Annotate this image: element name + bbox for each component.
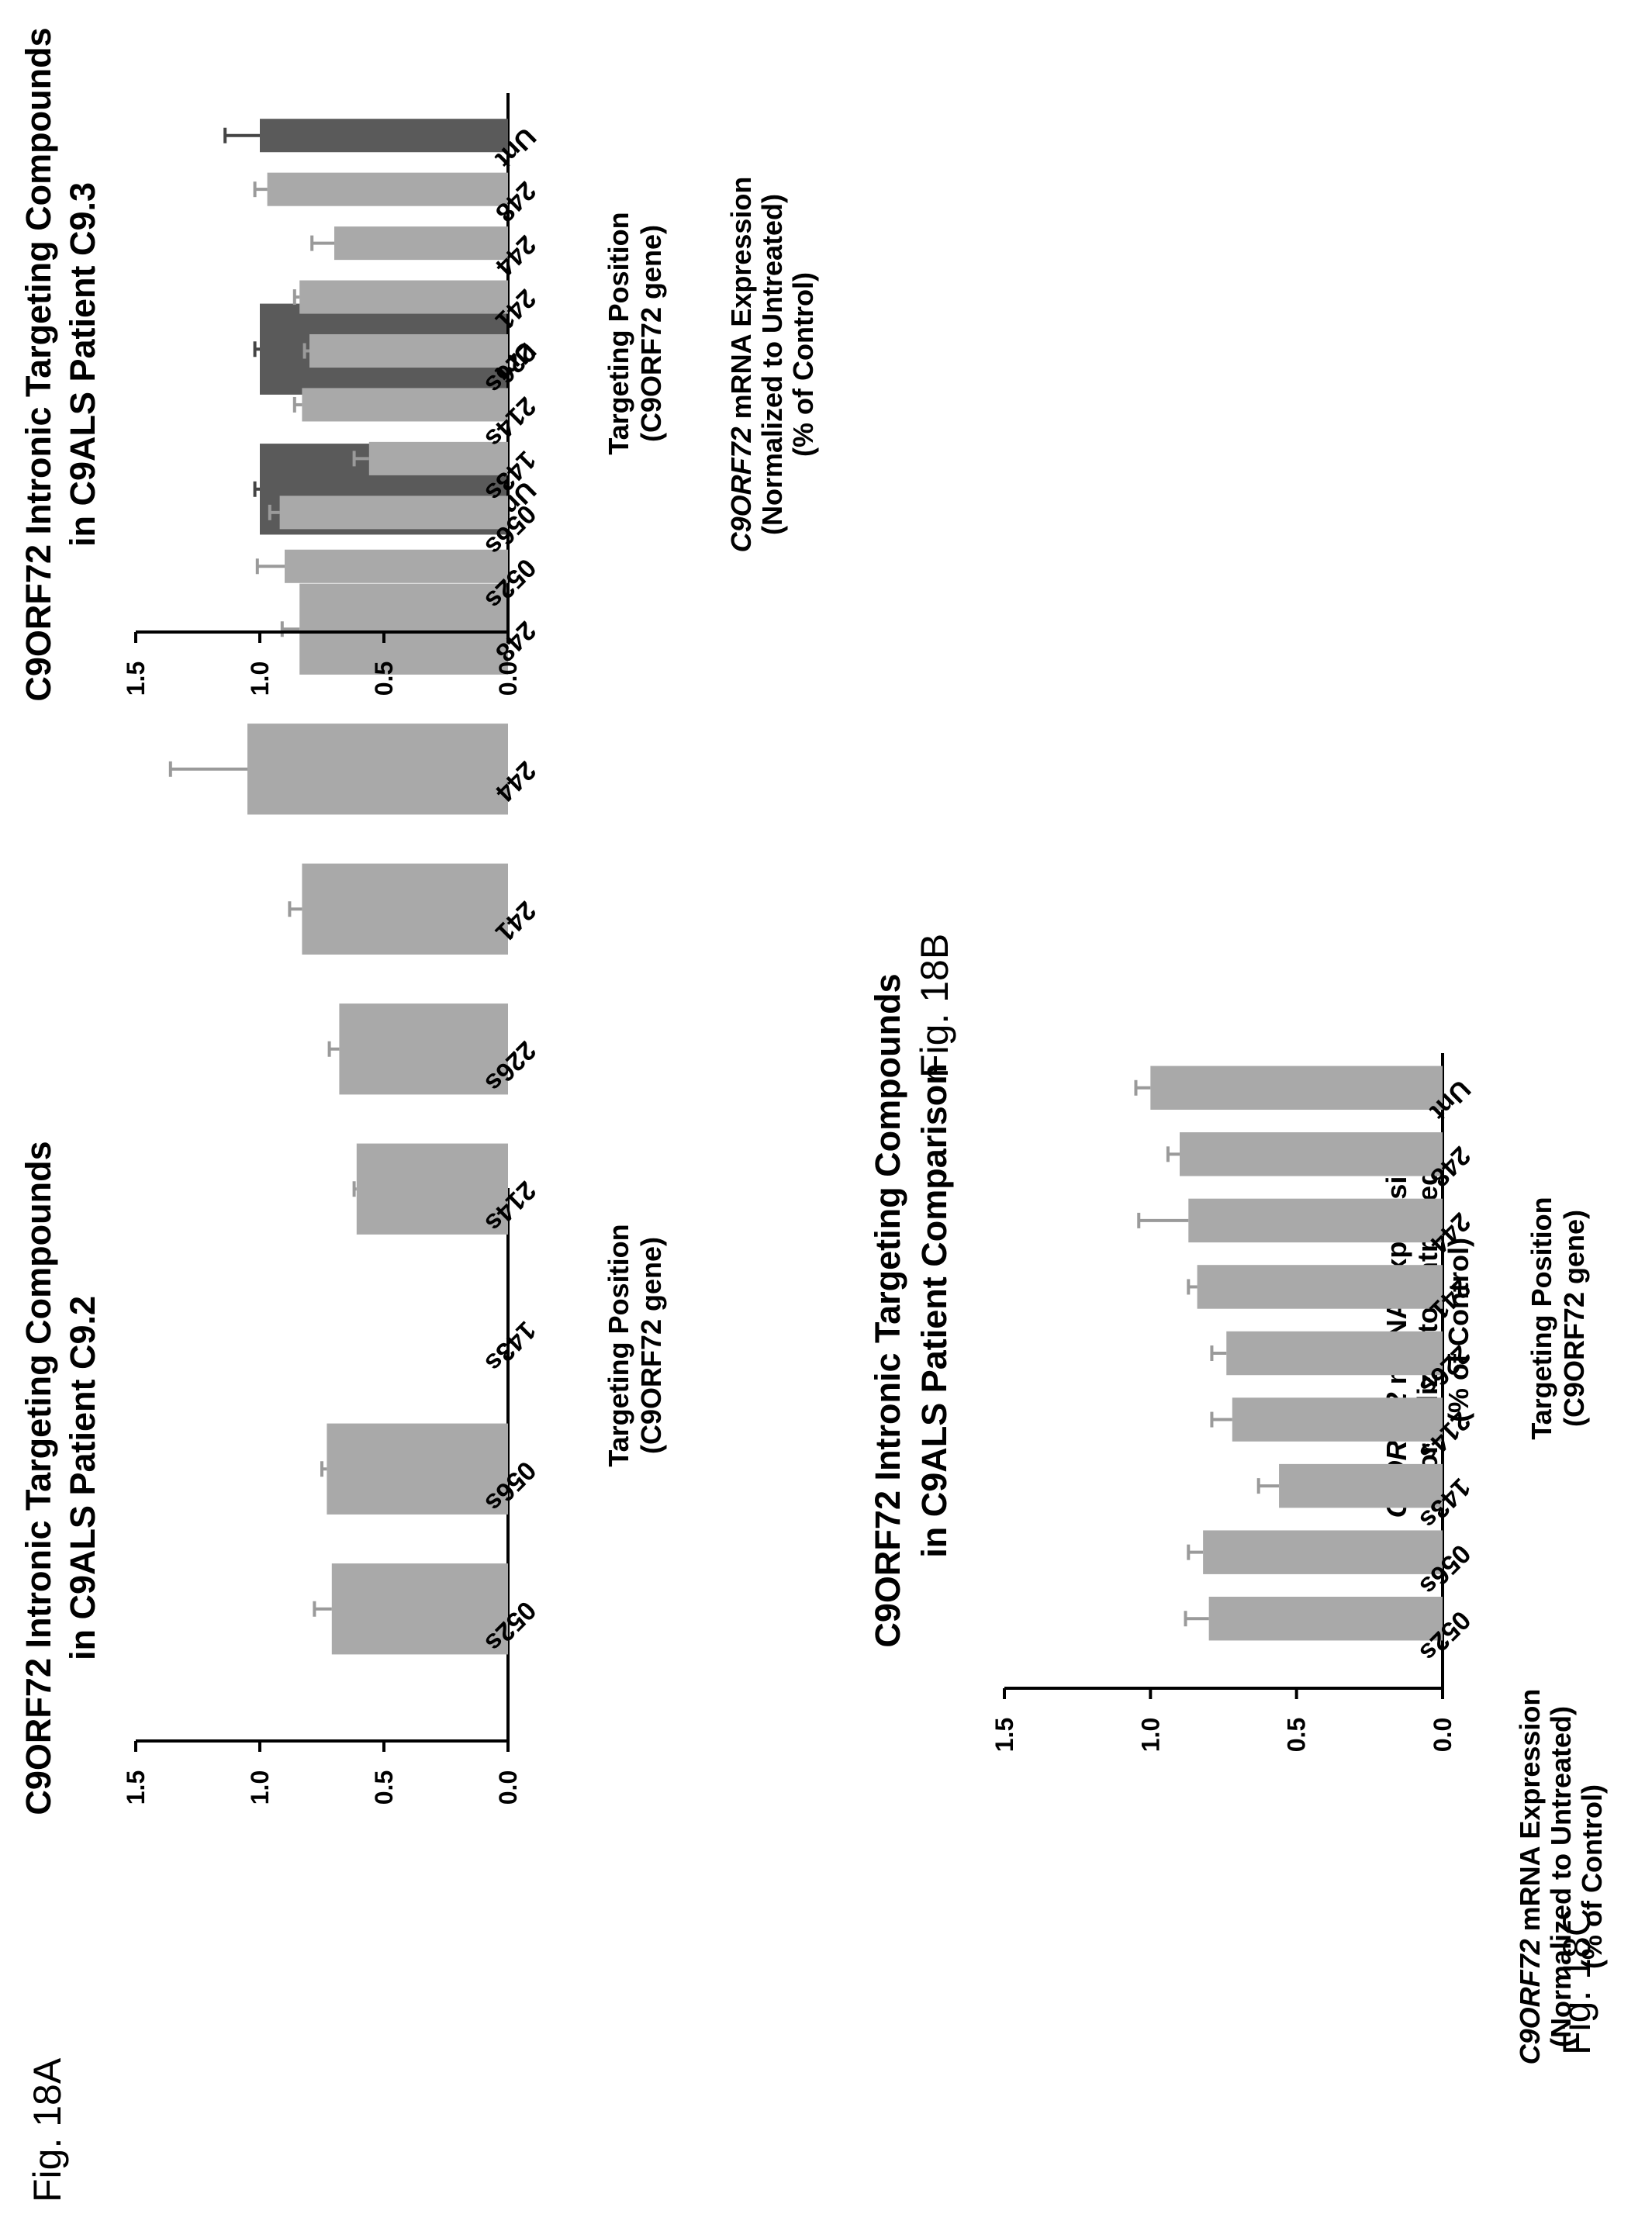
bar-056s bbox=[1203, 1530, 1443, 1574]
y-tick-label: 0.0 bbox=[494, 1770, 522, 1805]
bar-226s bbox=[309, 333, 508, 368]
bar-226s bbox=[1226, 1331, 1443, 1376]
chart-18a-x-axis-label-line-1: Targeting Position bbox=[603, 1224, 634, 1466]
bar-052s bbox=[285, 549, 508, 583]
chart-18c-x-axis-label-line-1: Targeting Position bbox=[1526, 1197, 1557, 1439]
bar-214s bbox=[302, 388, 508, 422]
y-axis-label-line: (% of Control) bbox=[1443, 1238, 1474, 1422]
chart-18c-title-line-1: C9ORF72 Intronic Targeting Compounds bbox=[868, 973, 907, 1647]
y-axis-label-line: (% of Control) bbox=[1576, 1784, 1608, 1969]
y-tick-label: 1.5 bbox=[990, 1718, 1018, 1752]
chart-18a-y-axis-label: C9ORF72 mRNA Expression (Normalized to Un… bbox=[1514, 1689, 1608, 2065]
bar-241 bbox=[299, 280, 508, 314]
chart-18b-y-ticks: 0.0 0.5 1.0 1.5 bbox=[122, 632, 522, 696]
chart-18b-y-axis-label: C9ORF72 mRNA Expression (Normalized to Un… bbox=[725, 177, 819, 553]
y-axis-label-line: (Normalized to Untreated) bbox=[756, 194, 788, 535]
y-axis-label-line: (% of Control) bbox=[787, 272, 819, 457]
bar-226s bbox=[339, 1003, 508, 1095]
y-tick-label: 0.0 bbox=[494, 661, 522, 696]
y-tick-label: 0.5 bbox=[1283, 1718, 1311, 1752]
y-axis-label-line: (Normalized to Untreated) bbox=[1545, 1706, 1577, 2047]
bar-056s bbox=[327, 1423, 508, 1515]
chart-18c-y-ticks: 0.0 0.5 1.0 1.5 bbox=[990, 1688, 1457, 1752]
chart-18b-x-axis-label-line-1: Targeting Position bbox=[603, 212, 634, 454]
bar-214s bbox=[356, 1143, 508, 1235]
chart-18c: C9ORF72 Intronic Targeting Compounds in … bbox=[868, 973, 1590, 1752]
chart-18a-title-line-2: in C9ALS Patient C9.2 bbox=[63, 1296, 102, 1660]
y-axis-label-line: C9ORF72 mRNA Expression bbox=[1514, 1689, 1546, 2065]
bar-143s bbox=[368, 441, 508, 475]
bar-241 bbox=[302, 863, 508, 955]
bar-Unt bbox=[260, 119, 508, 153]
y-tick-label: 1.5 bbox=[122, 661, 150, 696]
chart-18b-title-line-1: C9ORF72 Intronic Targeting Compounds bbox=[19, 27, 58, 701]
chart-18b-bars bbox=[223, 119, 508, 583]
bar-241 bbox=[1197, 1265, 1443, 1309]
chart-18a-y-ticks: 0.0 0.5 1.0 1.5 bbox=[122, 1741, 522, 1805]
chart-18b: C9ORF72 Intronic Targeting Compounds in … bbox=[19, 27, 819, 701]
y-tick-label: 1.0 bbox=[1136, 1718, 1164, 1752]
chart-18b-title-line-2: in C9ALS Patient C9.3 bbox=[63, 182, 102, 547]
chart-18c-y-axis-label: C9ORF72 mRNA Expression(Normalized to Un… bbox=[1381, 1142, 1474, 1518]
y-tick-label: 0.0 bbox=[1429, 1718, 1457, 1752]
chart-18b-x-axis-label-line-2: (C9ORF72 gene) bbox=[635, 225, 667, 442]
chart-18a: C9ORF72 Intronic Targeting Compounds in … bbox=[19, 303, 1608, 2065]
chart-18c-x-axis-label-line-2: (C9ORF72 gene) bbox=[1558, 1210, 1590, 1427]
bar-056s bbox=[279, 496, 508, 530]
fig-18b-label: Fig. 18B bbox=[913, 934, 956, 1078]
category-label-143s: 143s bbox=[479, 1315, 541, 1377]
fig-18c-label: Fig. 18C bbox=[1555, 1908, 1598, 2055]
y-axis-label-line: C9ORF72 mRNA Expression bbox=[1381, 1142, 1412, 1518]
bar-052s bbox=[1208, 1596, 1443, 1641]
chart-18c-title-line-2: in C9ALS Patient Comparison bbox=[914, 1063, 954, 1558]
y-axis-label-line: C9ORF72 mRNA Expression bbox=[725, 177, 757, 553]
bar-244 bbox=[247, 724, 508, 815]
fig-18a-label: Fig. 18A bbox=[26, 2057, 69, 2202]
bar-244 bbox=[1188, 1198, 1443, 1243]
chart-18c-bars bbox=[1134, 1066, 1443, 1641]
bar-143s bbox=[1279, 1463, 1443, 1508]
y-tick-label: 1.5 bbox=[122, 1770, 150, 1805]
bar-244 bbox=[334, 226, 508, 261]
chart-18a-title-line-1: C9ORF72 Intronic Targeting Compounds bbox=[19, 1141, 58, 1815]
y-tick-label: 0.5 bbox=[370, 1770, 398, 1805]
y-tick-label: 0.5 bbox=[370, 661, 398, 696]
chart-18a-x-axis-label-line-2: (C9ORF72 gene) bbox=[635, 1237, 667, 1454]
y-tick-label: 1.0 bbox=[246, 661, 274, 696]
y-tick-label: 1.0 bbox=[246, 1770, 274, 1805]
bar-248 bbox=[1180, 1132, 1443, 1176]
bar-248 bbox=[299, 583, 508, 675]
bar-248 bbox=[267, 172, 508, 206]
bar-214s bbox=[1232, 1397, 1443, 1442]
bar-052s bbox=[331, 1563, 508, 1655]
bar-Unt bbox=[1150, 1066, 1443, 1110]
